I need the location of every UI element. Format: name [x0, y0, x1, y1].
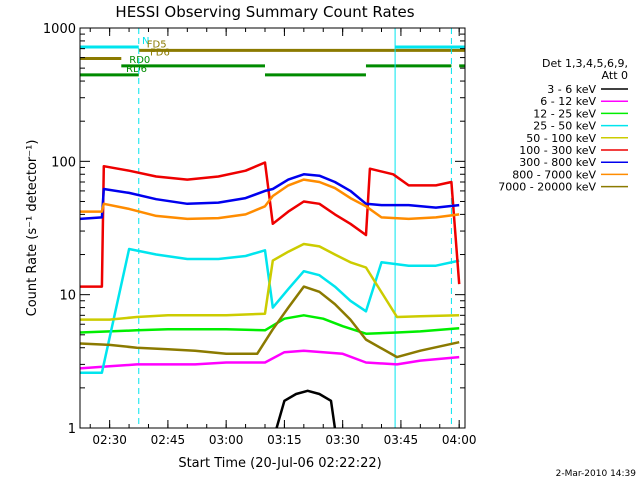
series-line-12-25-kev	[79, 314, 460, 335]
flag-label-rd0: RD0	[129, 55, 150, 66]
footer-date: 2-Mar-2010 14:39	[556, 469, 637, 479]
x-tick-label-2: 03:00	[209, 433, 244, 447]
legend-label-4: 50 - 100 keV	[526, 132, 596, 145]
legend-label-1: 6 - 12 keV	[540, 95, 596, 108]
legend-label-5: 100 - 300 keV	[519, 144, 596, 157]
x-tick-label-5: 03:45	[384, 433, 419, 447]
legend-header-0: Det 1,3,4,5,6,9,	[542, 57, 628, 70]
flag-label-fd5: FD5	[147, 39, 167, 50]
y-tick-label-1: 10	[59, 289, 76, 304]
legend-label-3: 25 - 50 keV	[533, 120, 596, 133]
legend-label-0: 3 - 6 keV	[547, 83, 596, 96]
series-line-25-50-kev	[80, 247, 460, 374]
series-line-50-100-kev	[80, 242, 460, 321]
x-tick-label-6: 04:00	[442, 433, 477, 447]
chart-title: HESSI Observing Summary Count Rates	[115, 3, 414, 21]
legend-label-6: 300 - 800 keV	[519, 156, 596, 169]
x-tick-label-4: 03:30	[325, 433, 360, 447]
x-axis-label: Start Time (20-Jul-06 02:22:22)	[178, 456, 381, 471]
y-tick-label-2: 100	[51, 155, 76, 170]
y-tick-label-3: 1000	[43, 22, 76, 37]
flag-label-rd6: RD6	[126, 64, 147, 75]
legend-header-1: Att 0	[602, 69, 628, 82]
x-tick-label-0: 02:30	[92, 433, 127, 447]
flag-label-n: N	[142, 36, 149, 47]
series-line-800-7000-kev	[80, 178, 460, 221]
y-tick-label-0: 1	[68, 422, 76, 437]
axes: 02:30 02:45 03:00 03:15 03:30 03:45 04:00 1 10 10…	[43, 22, 477, 447]
series-line-7000-20000-kev	[79, 285, 460, 359]
legend-label-8: 7000 - 20000 keV	[498, 181, 596, 194]
legend-label-2: 12 - 25 keV	[533, 107, 596, 120]
plot-frame	[79, 27, 466, 429]
vertical-markers	[79, 28, 452, 428]
y-axis-label: Count Rate (s⁻¹ detector⁻¹)	[25, 140, 40, 317]
x-tick-label-3: 03:15	[267, 433, 302, 447]
series-line-100-300-kev	[80, 161, 461, 288]
flag-label-fd6: FD6	[150, 48, 170, 59]
series-lines	[79, 161, 461, 429]
series-line-6-12-kev	[79, 349, 460, 370]
x-tick-label-1: 02:45	[151, 433, 186, 447]
legend-label-7: 800 - 7000 keV	[512, 168, 596, 181]
series-line-3-6-kev	[275, 389, 337, 429]
series-line-300-800-kev	[79, 173, 460, 221]
